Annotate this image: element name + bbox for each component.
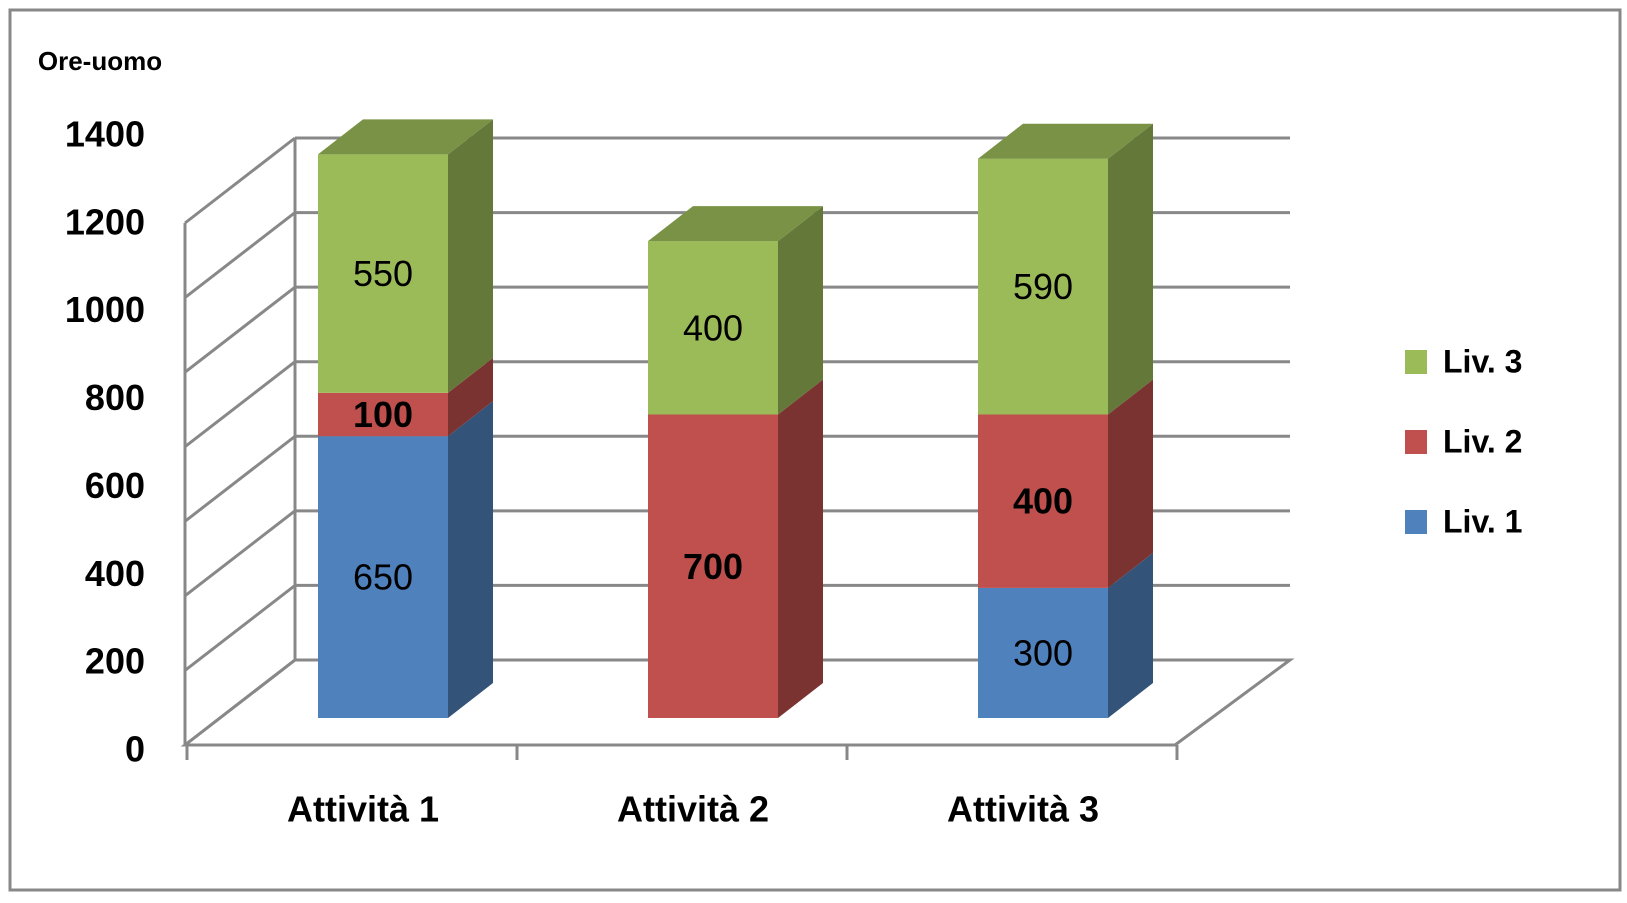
bar-side xyxy=(778,379,823,718)
side-grid-line xyxy=(184,584,296,672)
x-tick-label: Attività 1 xyxy=(287,789,439,830)
bar xyxy=(648,241,778,415)
bar-side xyxy=(1108,552,1153,718)
side-grid-line xyxy=(184,435,296,523)
bar-top xyxy=(318,119,493,155)
data-label: 300 xyxy=(1013,632,1073,673)
data-label: 400 xyxy=(683,307,743,348)
side-grid-line xyxy=(184,211,296,299)
y-tick-label: 1200 xyxy=(65,201,145,242)
legend-swatch xyxy=(1405,350,1427,374)
data-label: 700 xyxy=(683,546,743,587)
side-grid-line xyxy=(184,285,296,374)
y-tick-label: 400 xyxy=(85,553,145,594)
x-tick-label: Attività 2 xyxy=(617,789,769,830)
data-label: 400 xyxy=(1013,481,1073,522)
bar xyxy=(318,436,448,718)
y-tick-label: 200 xyxy=(85,641,145,682)
x-tick-label: Attività 3 xyxy=(947,789,1099,830)
bar-side xyxy=(778,206,823,415)
bar xyxy=(318,154,448,393)
legend-label: Liv. 2 xyxy=(1443,423,1522,459)
legend-swatch xyxy=(1405,510,1427,534)
bar-top xyxy=(978,123,1153,159)
legend-label: Liv. 3 xyxy=(1443,343,1522,379)
side-grid-line xyxy=(184,136,296,225)
side-grid-line xyxy=(184,360,296,448)
y-tick-label: 800 xyxy=(85,377,145,418)
data-label: 550 xyxy=(353,253,413,294)
bar-side xyxy=(448,119,493,393)
bar xyxy=(978,587,1108,718)
bar xyxy=(978,414,1108,588)
bar-top xyxy=(648,206,823,242)
bar-side xyxy=(448,357,493,437)
bar xyxy=(318,392,448,437)
y-tick-label: 1000 xyxy=(65,289,145,330)
bar xyxy=(978,158,1108,415)
side-grid-line xyxy=(184,658,296,747)
bar xyxy=(648,414,778,718)
data-label: 590 xyxy=(1013,266,1073,307)
y-axis-label: Ore-uomo xyxy=(38,46,162,76)
legend-swatch xyxy=(1405,430,1427,454)
legend-label: Liv. 1 xyxy=(1443,503,1522,539)
y-tick-label: 0 xyxy=(125,729,145,770)
data-label: 100 xyxy=(353,394,413,435)
bar-side xyxy=(448,401,493,718)
bar-side xyxy=(1108,379,1153,588)
side-grid-line xyxy=(184,509,296,598)
data-label: 650 xyxy=(353,557,413,598)
y-tick-label: 600 xyxy=(85,465,145,506)
y-tick-label: 1400 xyxy=(65,114,145,155)
bar-side xyxy=(1108,123,1153,415)
